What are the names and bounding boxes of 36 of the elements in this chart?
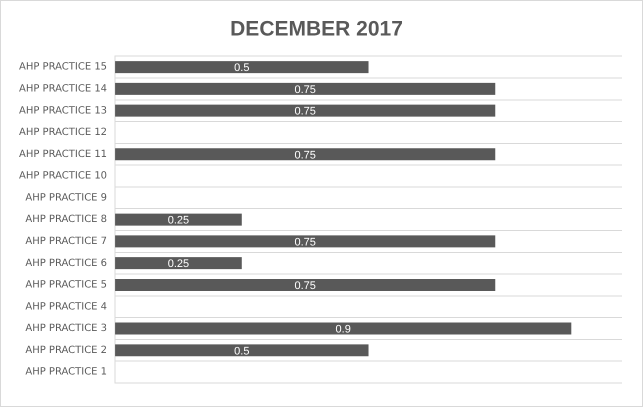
y-tick-label: AHP PRACTICE 3 bbox=[25, 323, 108, 334]
y-tick-label: AHP PRACTICE 1 bbox=[25, 366, 108, 378]
y-tick-label: AHP PRACTICE 4 bbox=[25, 301, 108, 312]
y-tick-label: AHP PRACTICE 7 bbox=[25, 236, 108, 247]
bar bbox=[115, 257, 242, 270]
bar bbox=[115, 278, 496, 291]
y-tick-label: AHP PRACTICE 13 bbox=[18, 105, 108, 116]
data-label: 0.5 bbox=[234, 345, 250, 358]
y-tick-label: AHP PRACTICE 8 bbox=[25, 214, 108, 226]
data-label: 0.9 bbox=[336, 324, 351, 336]
data-label: 0.5 bbox=[234, 62, 250, 74]
bar bbox=[115, 322, 572, 335]
y-tick-label: AHP PRACTICE 12 bbox=[18, 127, 108, 138]
y-tick-label: AHP PRACTICE 6 bbox=[25, 258, 108, 269]
data-label: 0.25 bbox=[168, 214, 190, 227]
data-label: 0.25 bbox=[168, 258, 190, 270]
y-tick-label: AHP PRACTICE 2 bbox=[25, 344, 108, 356]
bar bbox=[115, 104, 496, 117]
data-label: 0.75 bbox=[294, 149, 316, 162]
y-tick-label: AHP PRACTICE 10 bbox=[18, 170, 108, 182]
bar bbox=[115, 214, 242, 226]
y-tick-label: AHP PRACTICE 9 bbox=[25, 192, 108, 204]
y-tick-label: AHP PRACTICE 15 bbox=[18, 62, 108, 73]
data-label: 0.75 bbox=[294, 106, 316, 118]
data-label: 0.75 bbox=[294, 236, 316, 248]
data-label: 0.75 bbox=[294, 280, 316, 292]
bar bbox=[115, 148, 496, 160]
y-tick-label: AHP PRACTICE 5 bbox=[25, 280, 108, 291]
bar bbox=[115, 82, 496, 95]
chart-title: DECEMBER 2017 bbox=[230, 17, 403, 40]
y-tick-label: AHP PRACTICE 14 bbox=[18, 83, 108, 94]
bar bbox=[115, 344, 369, 356]
y-tick-label: AHP PRACTICE 11 bbox=[18, 148, 108, 160]
bar bbox=[115, 61, 369, 74]
data-label: 0.75 bbox=[294, 84, 316, 96]
bar bbox=[115, 235, 496, 248]
